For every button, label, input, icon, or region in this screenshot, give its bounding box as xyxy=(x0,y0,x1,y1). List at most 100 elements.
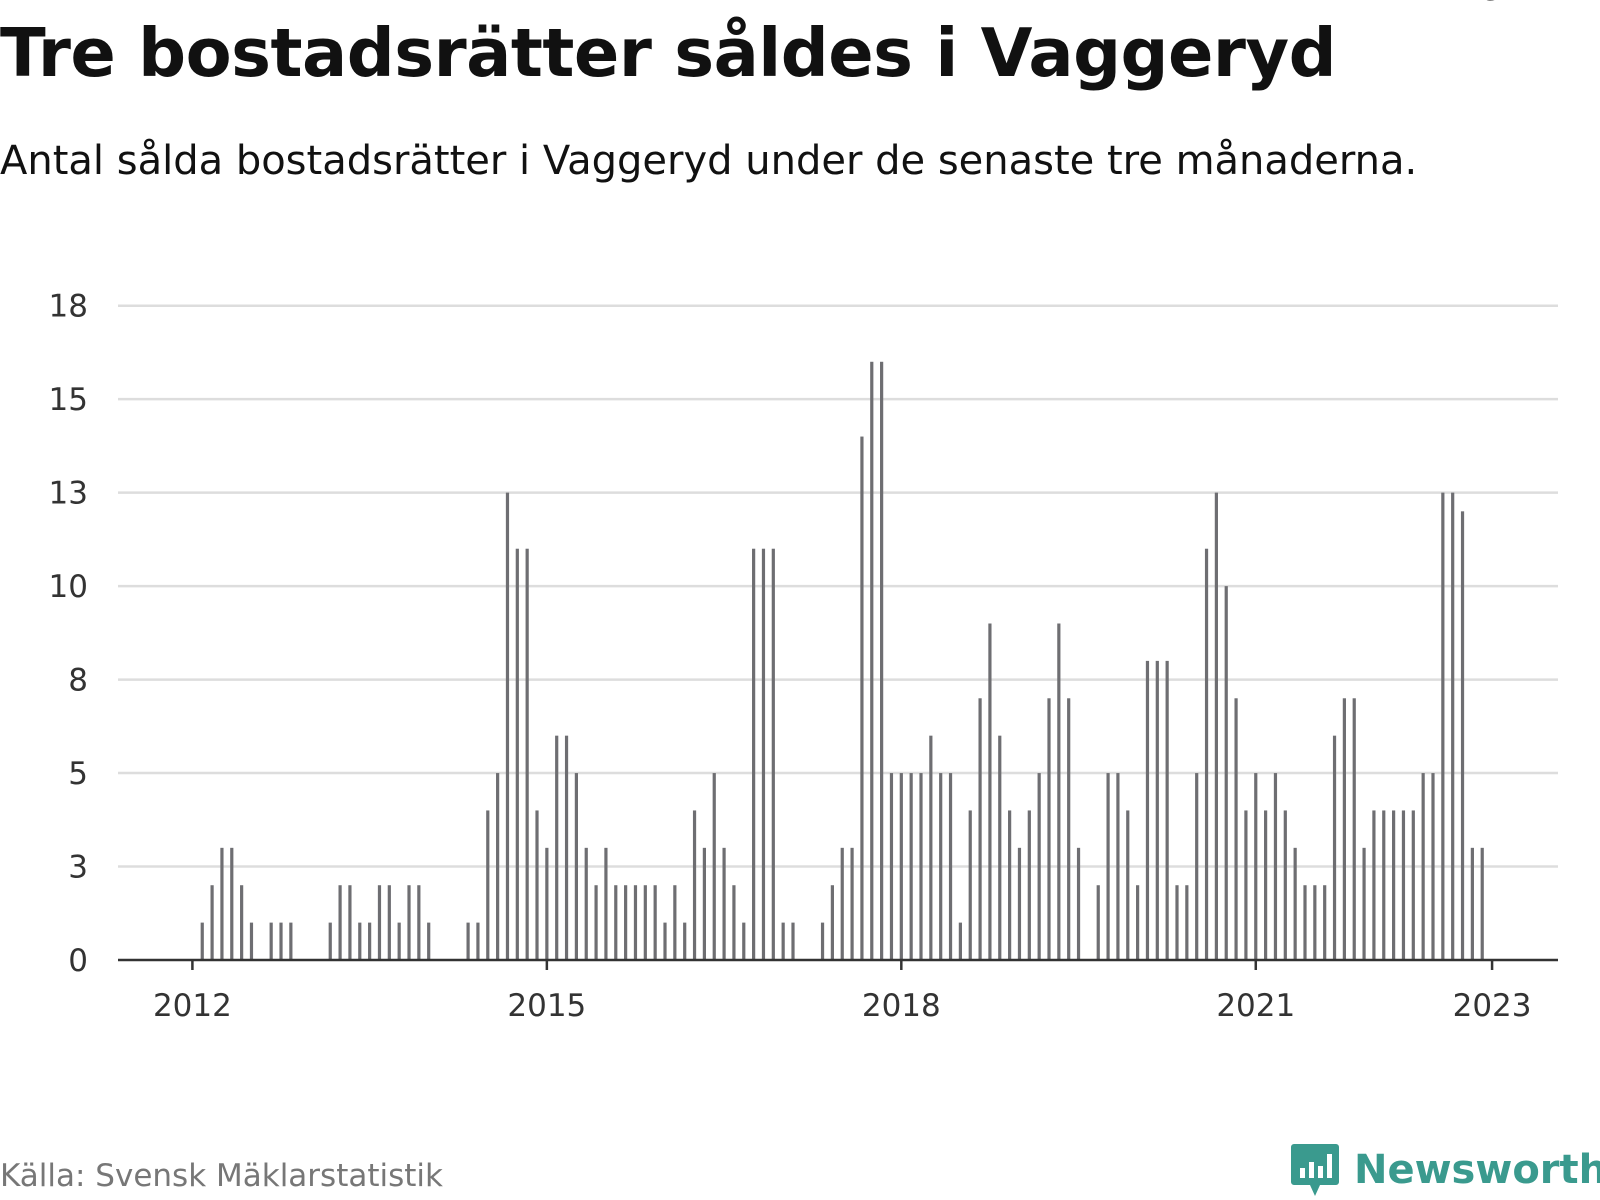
y-tick-label: 0 xyxy=(68,943,88,979)
bar xyxy=(397,922,401,960)
bar xyxy=(1411,810,1415,960)
bar xyxy=(1076,847,1081,960)
bar xyxy=(1017,847,1022,960)
bar xyxy=(1057,623,1061,960)
bar xyxy=(1067,698,1071,960)
bar xyxy=(1382,810,1386,960)
bar xyxy=(377,885,382,960)
bar xyxy=(1185,885,1189,960)
bar xyxy=(1126,810,1130,960)
bar xyxy=(978,698,982,960)
source-note: Källa: Svensk Mäklarstatistik xyxy=(0,1158,443,1194)
bar xyxy=(466,922,470,960)
bar xyxy=(496,773,500,960)
bar xyxy=(771,548,775,960)
bar xyxy=(1244,810,1248,960)
bar xyxy=(1283,810,1287,960)
bar xyxy=(1273,773,1278,960)
gridlines xyxy=(118,304,1558,868)
bar xyxy=(1470,847,1474,960)
bar xyxy=(860,436,864,960)
bar xyxy=(584,847,588,960)
bar xyxy=(1303,885,1307,960)
bar xyxy=(761,548,766,960)
bar xyxy=(909,773,913,960)
bar xyxy=(486,810,490,960)
bar xyxy=(1332,735,1337,960)
bar xyxy=(249,922,254,960)
bar xyxy=(476,922,480,960)
bar xyxy=(1145,660,1150,960)
bar xyxy=(1313,885,1317,960)
bar xyxy=(564,735,569,960)
brand-logo[interactable]: Newsworthy xyxy=(1290,1140,1600,1200)
bar xyxy=(328,922,332,960)
bar xyxy=(279,922,283,960)
bar xyxy=(535,810,539,960)
brand-name: Newsworthy xyxy=(1354,1147,1600,1193)
bar xyxy=(702,847,706,960)
bar xyxy=(692,810,697,960)
x-tick-label: 2018 xyxy=(862,988,941,1024)
bar xyxy=(1392,810,1396,960)
bar xyxy=(791,922,795,960)
bar xyxy=(939,773,943,960)
bar xyxy=(673,885,677,960)
bar xyxy=(899,773,903,960)
bar xyxy=(1155,660,1159,960)
y-tick-label: 8 xyxy=(68,663,88,699)
bar xyxy=(1451,492,1455,960)
bar xyxy=(870,361,874,960)
bar xyxy=(515,548,519,960)
bar xyxy=(220,847,224,960)
x-tick-label: 2015 xyxy=(507,988,586,1024)
bar xyxy=(1480,847,1484,960)
bar xyxy=(988,623,992,960)
bar xyxy=(1096,885,1100,960)
bar xyxy=(1293,847,1297,960)
x-axis: 2012 2015 2018 2021 2023 xyxy=(118,958,1558,1024)
bar xyxy=(1431,773,1435,960)
bar xyxy=(1421,773,1425,960)
bar xyxy=(574,773,578,960)
bar xyxy=(1116,773,1120,960)
bar xyxy=(624,885,628,960)
bar xyxy=(289,922,293,960)
bar xyxy=(683,922,687,960)
bar xyxy=(269,922,273,960)
bar xyxy=(1352,698,1356,960)
bar xyxy=(722,847,726,960)
bar xyxy=(358,922,362,960)
bar xyxy=(387,885,391,960)
bar xyxy=(1204,548,1209,960)
bar xyxy=(1224,586,1228,960)
bar xyxy=(1254,773,1258,960)
bar xyxy=(643,885,647,960)
bar-chart: 0 3 5 8 10 13 15 18 2012 2015 2018 2021 2023 3 xyxy=(49,0,1558,1024)
bar xyxy=(614,885,618,960)
bar xyxy=(210,885,214,960)
bar xyxy=(1323,885,1327,960)
bar xyxy=(505,492,510,960)
bar xyxy=(633,885,638,960)
bar xyxy=(948,773,953,960)
chart-title: Tre bostadsrätter såldes i Vaggeryd xyxy=(0,14,1337,92)
bar xyxy=(1165,660,1169,960)
bar xyxy=(368,922,372,960)
newsworthy-logo-icon xyxy=(1291,1144,1339,1196)
bar xyxy=(1214,492,1218,960)
bar xyxy=(604,847,608,960)
bar xyxy=(594,885,598,960)
bar xyxy=(653,885,657,960)
bar xyxy=(850,847,854,960)
x-tick-label: 2023 xyxy=(1453,988,1532,1024)
bar xyxy=(348,885,352,960)
bar xyxy=(1047,698,1051,960)
bar xyxy=(230,847,234,960)
x-tick-label: 2021 xyxy=(1216,988,1295,1024)
bar xyxy=(1441,492,1445,960)
bar xyxy=(545,847,549,960)
bar xyxy=(919,773,923,960)
y-axis-ticks: 0 3 5 8 10 13 15 18 xyxy=(49,289,88,979)
bar xyxy=(240,885,244,960)
